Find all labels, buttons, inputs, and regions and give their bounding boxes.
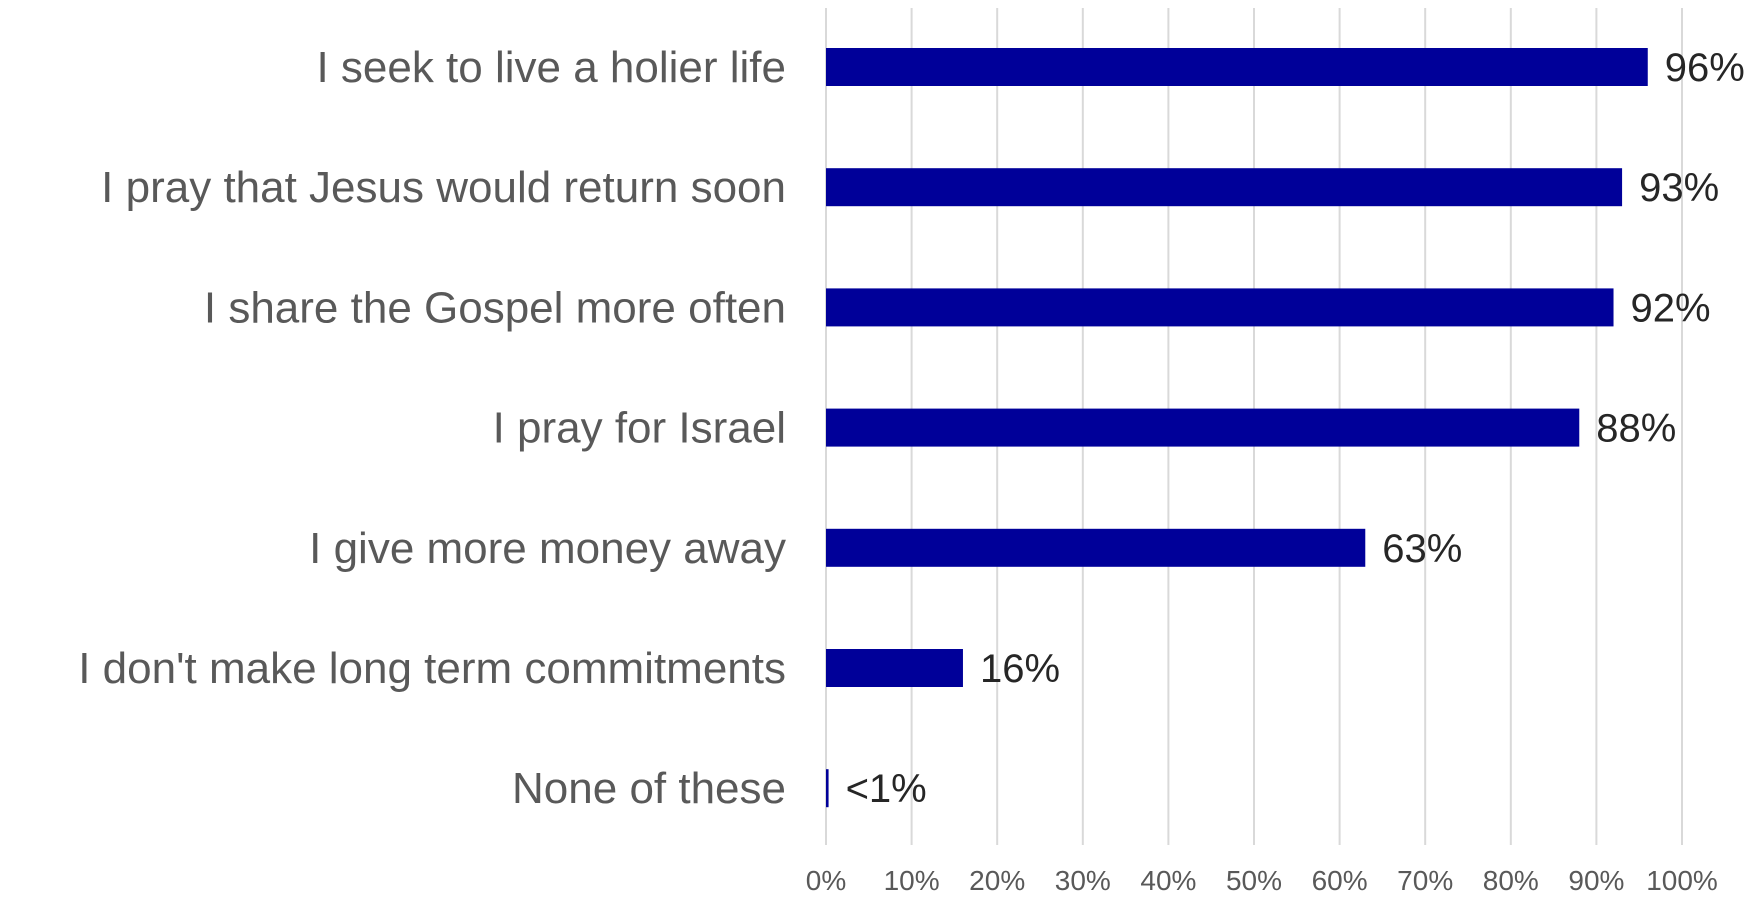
data-label: 92% [1631,286,1711,330]
x-tick-label: 80% [1483,865,1539,896]
x-axis-tick-labels: 0% 10% 20% 30% 40% 50% 60% 70% 80% 90% 100% [806,865,1718,896]
category-label: I share the Gospel more often [204,283,786,332]
bar [826,48,1648,86]
x-tick-label: 90% [1568,865,1624,896]
category-label: None of these [512,764,786,813]
bar [826,649,963,687]
x-tick-label: 10% [884,865,940,896]
bars [826,48,1648,808]
data-label: 63% [1382,527,1462,571]
category-label: I don't make long term commitments [78,644,786,693]
data-label: 96% [1665,46,1745,90]
category-label: I give more money away [309,524,786,573]
x-tick-label: 20% [969,865,1025,896]
category-labels: I seek to live a holier life I pray that … [78,43,786,813]
category-label: I seek to live a holier life [316,43,786,92]
bar [826,528,1366,567]
category-label: I pray that Jesus would return soon [101,163,786,212]
x-tick-label: 30% [1055,865,1111,896]
x-tick-label: 70% [1397,865,1453,896]
x-tick-label: 50% [1226,865,1282,896]
bar [826,168,1623,207]
data-label: 88% [1596,407,1676,451]
x-tick-label: 0% [806,865,846,896]
bar [826,288,1614,327]
data-label: <1% [846,767,927,811]
x-tick-label: 60% [1312,865,1368,896]
category-label: I pray for Israel [493,404,786,453]
x-tick-label: 100% [1646,865,1718,896]
data-label: 93% [1639,166,1719,210]
data-label: 16% [980,647,1060,691]
bar [826,769,829,808]
data-labels: 96% 93% 92% 88% 63% 16% <1% [846,46,1745,811]
bar [826,408,1580,447]
x-tick-label: 40% [1140,865,1196,896]
